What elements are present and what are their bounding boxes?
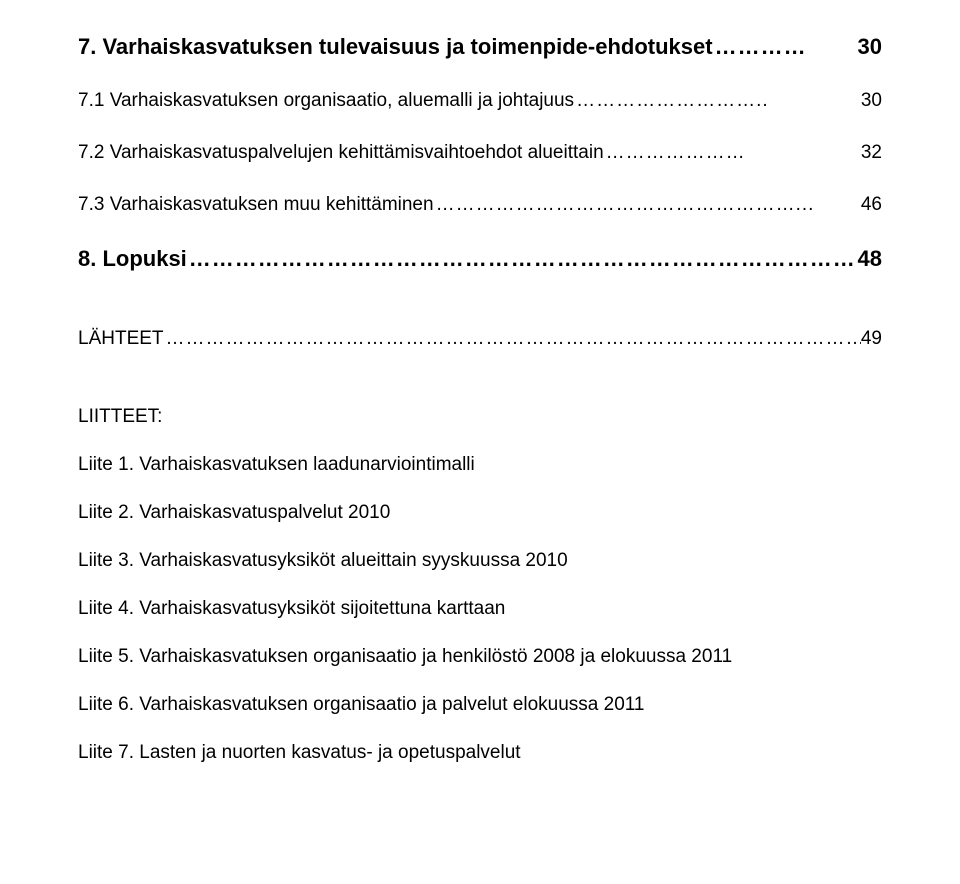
liite-item: Liite 4. Varhaiskasvatusyksiköt sijoitet… [78, 598, 882, 620]
liite-item: Liite 7. Lasten ja nuorten kasvatus- ja … [78, 742, 882, 764]
toc-label: LÄHTEET [78, 328, 164, 350]
toc-entry-7-3: 7.3 Varhaiskasvatuksen muu kehittäminen … [78, 194, 882, 216]
document-page: 7. Varhaiskasvatuksen tulevaisuus ja toi… [0, 0, 960, 830]
toc-entry-8: 8. Lopuksi ……………………………………………………………………………… [78, 246, 882, 272]
toc-leader: ………………………………………………………………………………………………. [164, 328, 861, 350]
toc-label: 7.2 Varhaiskasvatuspalvelujen kehittämis… [78, 142, 604, 164]
toc-page: 30 [861, 90, 882, 112]
liite-item: Liite 5. Varhaiskasvatuksen organisaatio… [78, 646, 882, 668]
toc-label: 7.3 Varhaiskasvatuksen muu kehittäminen [78, 194, 434, 216]
toc-leader: ……………………………………………………………………………………... [187, 246, 858, 272]
toc-leader: ………………………………………………... [434, 194, 861, 216]
toc-label: 7.1 Varhaiskasvatuksen organisaatio, alu… [78, 90, 574, 112]
liite-item: Liite 1. Varhaiskasvatuksen laadunarvioi… [78, 454, 882, 476]
liite-item: Liite 6. Varhaiskasvatuksen organisaatio… [78, 694, 882, 716]
toc-entry-7-2: 7.2 Varhaiskasvatuspalvelujen kehittämis… [78, 142, 882, 164]
toc-page: 48 [858, 246, 882, 272]
toc-entry-7: 7. Varhaiskasvatuksen tulevaisuus ja toi… [78, 34, 882, 60]
toc-page: 49 [861, 328, 882, 350]
toc-page: 32 [861, 142, 882, 164]
toc-page: 30 [858, 34, 882, 60]
toc-leader: ………………… [604, 142, 861, 164]
toc-entry-lahteet: LÄHTEET ……………………………………………………………………………………… [78, 328, 882, 350]
toc-leader: ………… [713, 34, 858, 60]
toc-leader: ……………………….. [574, 90, 861, 112]
toc-page: 46 [861, 194, 882, 216]
liite-item: Liite 3. Varhaiskasvatusyksiköt alueitta… [78, 550, 882, 572]
liite-item: Liite 2. Varhaiskasvatuspalvelut 2010 [78, 502, 882, 524]
toc-label: 7. Varhaiskasvatuksen tulevaisuus ja toi… [78, 34, 713, 60]
toc-label: 8. Lopuksi [78, 246, 187, 272]
liitteet-header: LIITTEET: [78, 406, 882, 428]
toc-entry-7-1: 7.1 Varhaiskasvatuksen organisaatio, alu… [78, 90, 882, 112]
